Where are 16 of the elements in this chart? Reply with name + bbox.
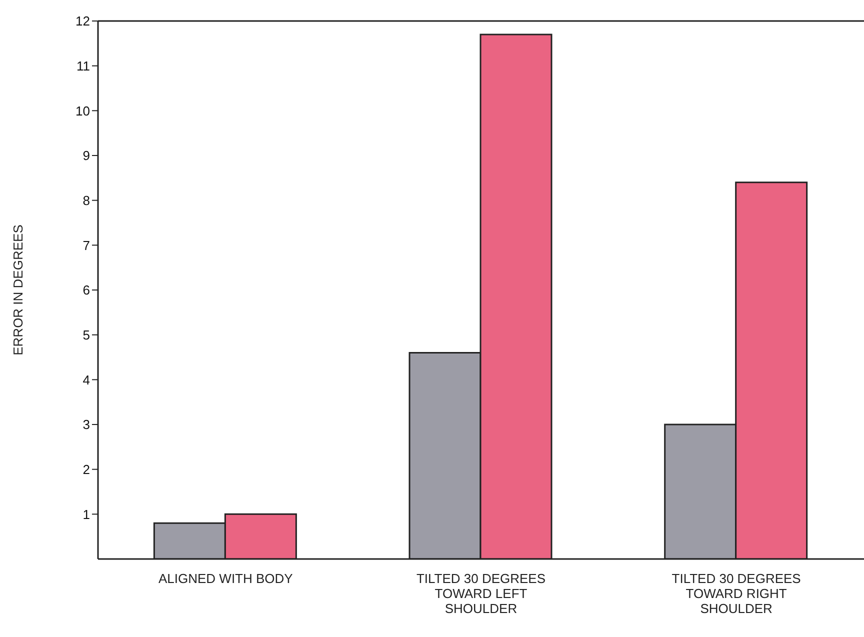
x-tick-label: TILTED 30 DEGREES TOWARD RIGHT SHOULDER xyxy=(672,571,802,616)
y-tick-label: 1 xyxy=(82,506,90,522)
y-tick-label: 12 xyxy=(76,14,90,29)
y-tick-label: 7 xyxy=(82,238,90,253)
y-tick-label: 5 xyxy=(82,327,90,342)
y-tick-label: 6 xyxy=(82,282,90,298)
x-tick-label: ALIGNED WITH BODY xyxy=(158,571,294,586)
y-tick-label: 11 xyxy=(76,58,90,74)
y-tick-label: 2 xyxy=(82,462,90,477)
y-tick-label: 3 xyxy=(82,417,90,432)
y-tick-label: 8 xyxy=(82,192,90,208)
y-tick-label: 10 xyxy=(76,103,90,118)
x-tick-label: TILTED 30 DEGREES TOWARD LEFT SHOULDER xyxy=(416,571,546,616)
y-tick-label: 4 xyxy=(82,372,90,388)
y-tick-label: 9 xyxy=(82,148,90,164)
y-axis-title: ERROR IN DEGREES xyxy=(10,224,26,356)
